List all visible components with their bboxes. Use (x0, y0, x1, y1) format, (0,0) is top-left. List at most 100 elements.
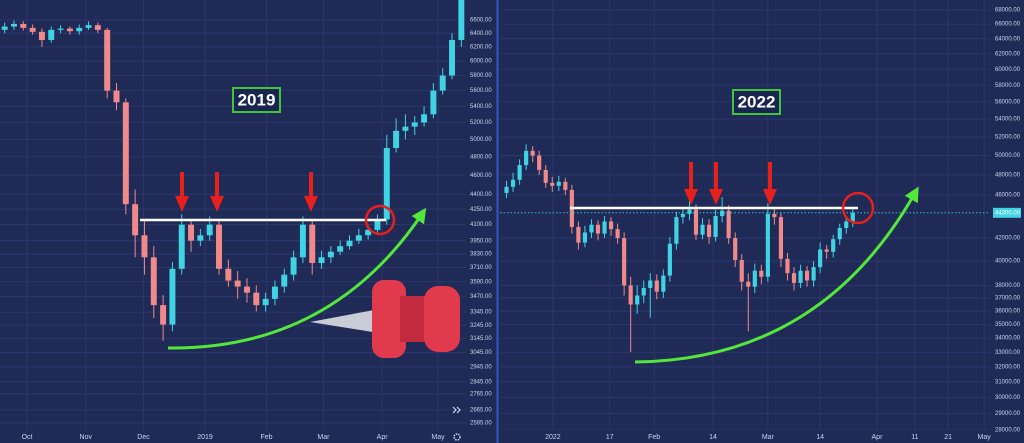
candle-body (530, 150, 535, 156)
candle-body (537, 155, 542, 170)
candle-body (66, 28, 73, 32)
candle-body (648, 280, 653, 288)
candle-body (811, 267, 816, 281)
y-tick-label: 4800.00 (470, 154, 492, 160)
last-price-label: 44300.00 (995, 210, 1021, 216)
candle-body (550, 182, 555, 186)
y-tick-label: 2945.00 (470, 364, 492, 370)
plot-area (1, 0, 465, 341)
arrow (709, 162, 723, 205)
y-tick-label: 64000.00 (995, 36, 1021, 42)
y-tick-label: 2845.00 (470, 379, 492, 385)
y-tick-label: 3470.00 (470, 294, 492, 300)
candle-body (589, 224, 594, 233)
candle-body (602, 221, 607, 234)
candle-body (94, 25, 101, 30)
candle-body (262, 298, 269, 306)
candle-body (524, 150, 529, 166)
candle-body (318, 257, 325, 264)
y-tick-label: 35000.00 (995, 322, 1021, 328)
settings-icon[interactable] (453, 433, 461, 441)
candle-body (713, 216, 718, 237)
candle-body (595, 224, 601, 234)
candle-body (582, 232, 588, 243)
x-tick-label: 2022 (545, 434, 561, 441)
y-tick-label: 4100.00 (470, 222, 492, 228)
x-tick-label: Mar (762, 434, 775, 441)
scroll-icon[interactable] (456, 406, 461, 414)
candle-body (402, 126, 409, 131)
candle-body (206, 224, 213, 236)
candle-body (641, 287, 646, 296)
y-tick-label: 6400.00 (470, 31, 492, 37)
title-box (732, 89, 781, 115)
candle-body (543, 169, 548, 183)
candle-body (197, 235, 204, 241)
x-tick-label: 21 (944, 434, 952, 441)
candle-body (48, 29, 55, 40)
y-tick-label: 4600.00 (470, 173, 492, 179)
y-tick-label: 5600.00 (470, 88, 492, 94)
pushpin-icon (310, 280, 460, 358)
y-tick-label: 5400.00 (470, 104, 492, 110)
candle-body (824, 249, 829, 252)
candle-body (628, 285, 633, 305)
y-tick-label: 40000.00 (995, 259, 1021, 265)
candle-body (804, 270, 810, 281)
y-tick-label: 38000.00 (995, 283, 1021, 289)
candle-body (661, 275, 666, 292)
candle-body (504, 186, 509, 193)
candle-body (687, 209, 692, 214)
candle-body (608, 221, 614, 230)
y-tick-label: 2765.00 (470, 392, 492, 398)
candle-body (346, 240, 353, 247)
x-tick-label: Oct (22, 434, 33, 441)
candle-body (449, 39, 456, 76)
candle-body (791, 273, 797, 283)
candle-body (10, 23, 17, 27)
candle-body (337, 246, 344, 252)
candle-body (85, 25, 92, 28)
scroll-icon[interactable] (452, 406, 457, 414)
candle-body (733, 238, 738, 260)
y-tick-label: 4400.00 (470, 192, 492, 198)
highlight-circle (841, 191, 875, 225)
candle-body (421, 114, 428, 123)
grid (500, 0, 990, 430)
y-tick-label: 5800.00 (470, 73, 492, 79)
y-tick-label: 4250.00 (470, 207, 492, 213)
candle-body (458, 0, 465, 40)
candle-body (772, 213, 777, 218)
candle-body (1, 26, 8, 30)
last-price-box (993, 207, 1021, 218)
y-tick-label: 68000.00 (995, 8, 1021, 14)
candle-body (141, 235, 148, 258)
pin-body (400, 296, 426, 342)
candle-body (785, 258, 790, 274)
y-tick-label: 34000.00 (995, 336, 1021, 342)
y-tick-label: 5200.00 (470, 120, 492, 126)
candle-body (365, 229, 372, 236)
x-tick-label: Nov (80, 434, 93, 441)
y-tick-label: 3590.00 (470, 279, 492, 285)
candle-body (778, 217, 784, 259)
y-tick-label: 30000.00 (995, 395, 1021, 401)
y-tick-label: 3830.00 (470, 252, 492, 258)
title-box (232, 87, 281, 113)
candle-body (563, 181, 568, 190)
pin-cap (424, 286, 460, 352)
candle-body (576, 226, 581, 243)
x-tick-label: 17 (606, 434, 614, 441)
red-arrows (175, 162, 777, 212)
trend-arrow (634, 186, 919, 364)
candle-body (253, 292, 260, 306)
x-tick-label: Feb (648, 434, 660, 441)
candle-body (667, 243, 672, 276)
x-tick-label: 2019 (197, 434, 213, 441)
candle-body (290, 257, 297, 275)
x-tick-label: Apr (872, 434, 884, 441)
candle-body (706, 224, 712, 237)
